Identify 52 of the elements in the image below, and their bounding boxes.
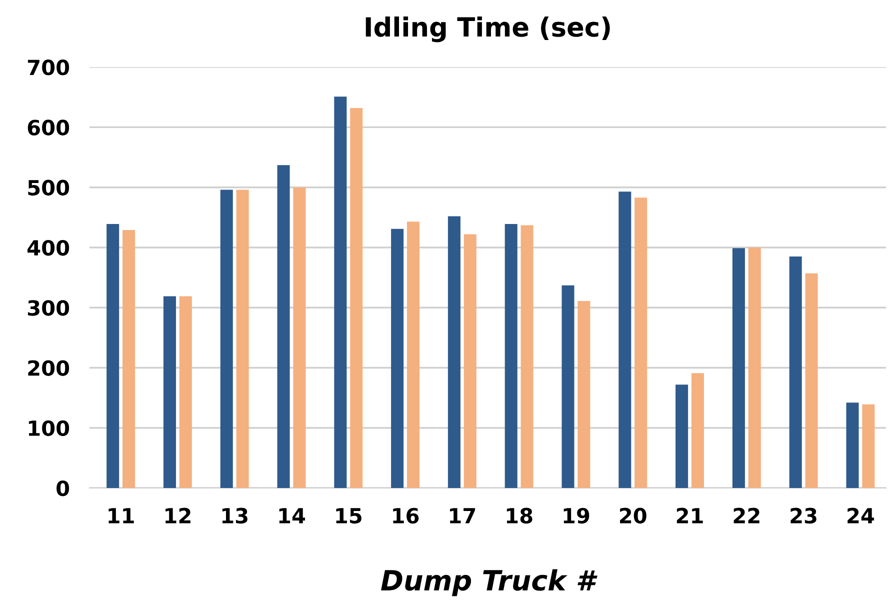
- y-tick-label: 200: [28, 360, 70, 376]
- bar: [676, 384, 688, 488]
- bar: [122, 230, 136, 488]
- bar: [464, 234, 476, 488]
- y-tick-label: 0: [56, 480, 70, 496]
- y-tick-label: 700: [28, 60, 70, 76]
- bar: [350, 108, 363, 488]
- y-tick-label: 600: [28, 120, 70, 136]
- x-tick-label: 13: [222, 508, 248, 524]
- bar: [293, 187, 306, 488]
- x-tick-label: 21: [676, 508, 703, 524]
- x-axis-title: Dump Truck #: [381, 569, 598, 596]
- bar: [562, 285, 574, 488]
- bar: [862, 404, 875, 488]
- x-tick-label: 15: [336, 508, 362, 524]
- bar: [406, 222, 420, 488]
- y-tick-label: 100: [28, 420, 70, 436]
- x-tick-label: 24: [848, 508, 874, 524]
- bar: [789, 256, 802, 488]
- x-tick-label: 18: [506, 508, 532, 524]
- y-tick-label: 500: [28, 180, 70, 196]
- bar: [106, 224, 120, 488]
- bar: [277, 165, 290, 488]
- x-tick-label: 22: [734, 508, 760, 524]
- y-tick-label: 300: [28, 300, 70, 316]
- x-tick-label: 11: [108, 508, 134, 524]
- bar: [520, 225, 534, 488]
- x-tick-label: 14: [279, 508, 306, 524]
- x-tick-label: 12: [166, 508, 190, 524]
- x-tick-label: 20: [620, 508, 646, 524]
- bar: [334, 96, 347, 488]
- bar: [846, 402, 859, 488]
- bar: [236, 190, 249, 488]
- bar: [578, 301, 590, 488]
- bar: [691, 373, 704, 488]
- x-tick-label: 19: [564, 508, 590, 524]
- x-tick-label: 23: [790, 508, 816, 524]
- bar: [391, 228, 404, 488]
- x-tick-label: 17: [450, 508, 476, 524]
- bar: [748, 247, 761, 488]
- bar: [448, 216, 460, 488]
- bar: [618, 192, 632, 488]
- bar: [220, 190, 233, 488]
- bar: [805, 273, 818, 488]
- x-tick-label: 16: [393, 508, 419, 524]
- bar: [732, 248, 745, 488]
- bar: [179, 296, 192, 488]
- bar: [634, 198, 648, 488]
- bar: [504, 224, 518, 488]
- y-tick-label: 400: [28, 240, 70, 256]
- chart-title: Idling Time (sec): [366, 16, 610, 42]
- bar: [163, 296, 176, 488]
